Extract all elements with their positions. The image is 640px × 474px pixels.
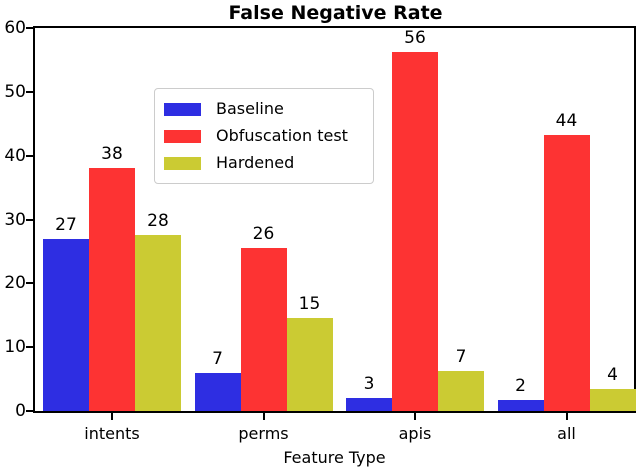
bar-hardened-intents [135, 234, 181, 411]
y-tick-mark [26, 410, 33, 412]
bar-hardened-all [589, 389, 636, 411]
x-tick-label: perms [238, 424, 289, 443]
bar-hardened-apis [438, 371, 484, 411]
y-tick-mark [26, 346, 33, 349]
bar-value-label: 44 [555, 110, 578, 131]
legend-swatch-obfuscation-test [164, 129, 201, 143]
bar-value-label: 4 [607, 365, 618, 386]
x-axis-title: Feature Type [283, 448, 386, 467]
bar-value-label: 7 [212, 348, 223, 369]
y-tick-label: 50 [4, 81, 26, 102]
bar-value-label: 38 [101, 143, 123, 164]
bar-value-label: 15 [298, 293, 321, 314]
legend-swatch-hardened [164, 156, 201, 170]
bar-baseline-perms [194, 372, 241, 411]
y-tick-mark [26, 218, 33, 221]
x-tick-mark [565, 413, 568, 420]
y-tick-mark [26, 282, 33, 285]
y-tick-label: 30 [4, 209, 26, 230]
bar-value-label: 7 [455, 347, 467, 368]
x-tick-mark [414, 413, 416, 420]
legend-label: Baseline [216, 99, 284, 118]
y-tick-mark [26, 154, 33, 157]
y-tick-label: 10 [4, 337, 26, 358]
y-tick-label: 20 [4, 273, 26, 294]
chart-title: False Negative Rate [228, 2, 443, 24]
legend-label: Obfuscation test [216, 126, 348, 145]
y-tick-label: 40 [4, 145, 26, 166]
bar-obfuscation-test-apis [392, 51, 438, 411]
x-tick-label: intents [84, 424, 140, 443]
bar-baseline-apis [346, 397, 392, 411]
bar-obfuscation-test-intents [89, 167, 135, 411]
bar-value-label: 2 [515, 376, 526, 397]
y-tick-label: 60 [4, 18, 26, 38]
bar-value-label: 3 [363, 373, 375, 394]
y-tick-mark [26, 90, 33, 93]
bar-value-label: 26 [252, 224, 275, 245]
x-tick-mark [111, 413, 113, 420]
y-tick-mark [26, 27, 33, 29]
legend-entry: Obfuscation test [164, 124, 363, 148]
legend-swatch-baseline [164, 102, 201, 116]
legend-label: Hardened [216, 153, 295, 172]
bar-baseline-all [497, 400, 544, 411]
bar-value-label: 28 [147, 210, 169, 231]
x-tick-mark [262, 413, 265, 420]
x-tick-label: all [557, 424, 576, 443]
y-tick-label: 0 [15, 401, 26, 421]
bar-obfuscation-test-all [543, 134, 590, 411]
bar-value-label: 27 [55, 214, 77, 235]
x-tick-label: apis [398, 424, 432, 443]
legend-entry: Hardened [164, 151, 363, 175]
bar-hardened-perms [286, 317, 333, 411]
bar-baseline-intents [43, 238, 89, 411]
legend: Baseline Obfuscation test Hardened [154, 88, 374, 184]
bar-value-label: 56 [404, 27, 426, 48]
legend-entry: Baseline [164, 97, 363, 121]
bar-obfuscation-test-perms [240, 248, 287, 411]
